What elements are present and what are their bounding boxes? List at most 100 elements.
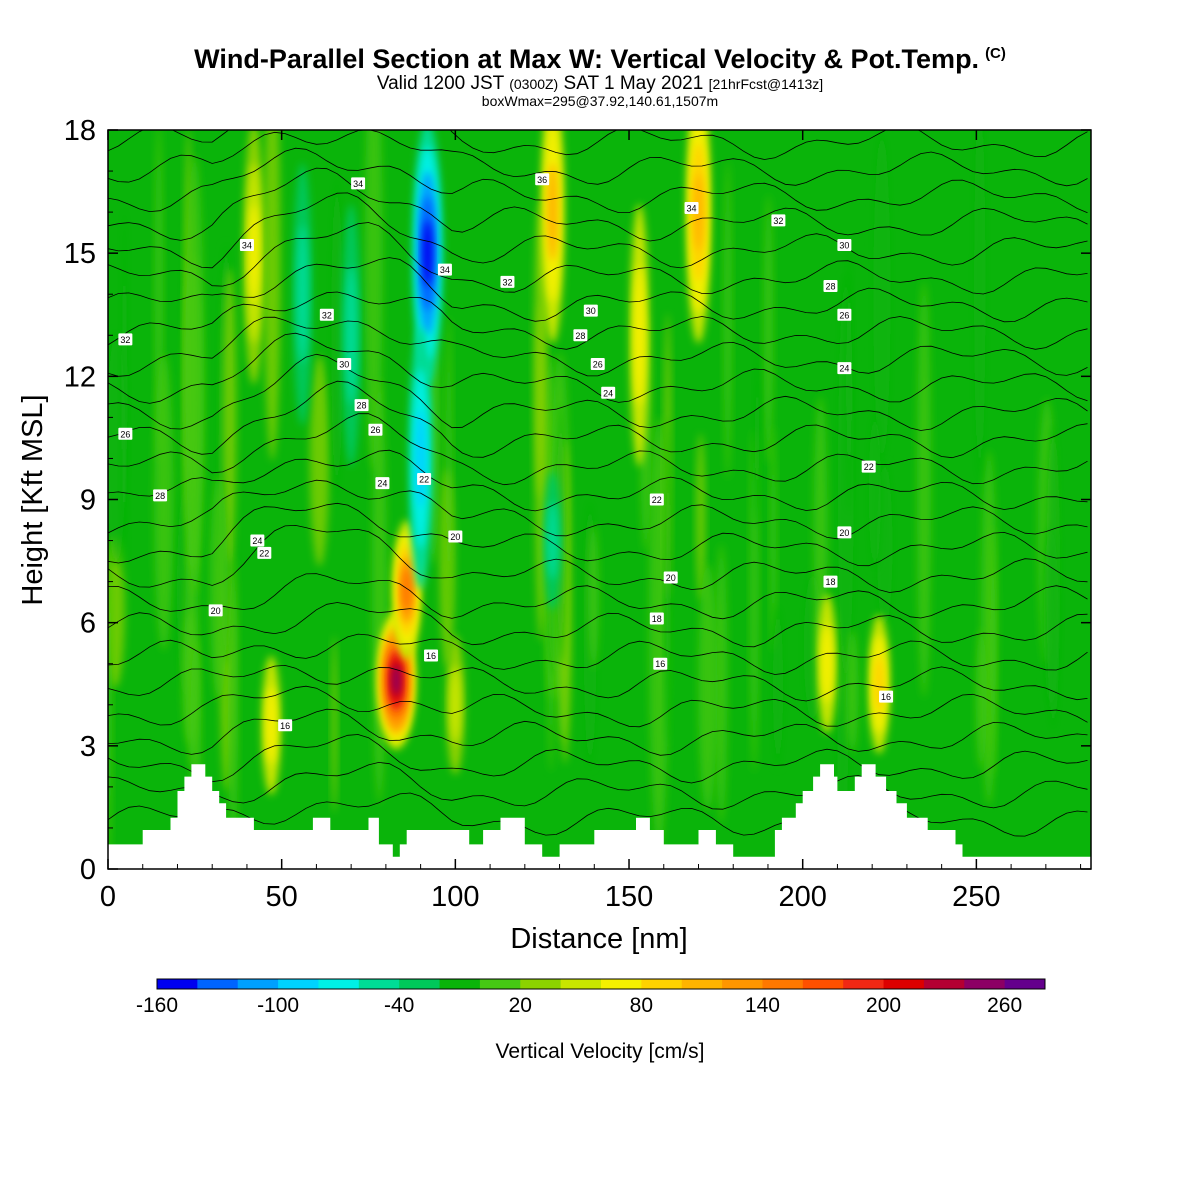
forecast-info: [21hrFcst@1413z] [708,76,824,92]
svg-text:16: 16 [280,721,290,731]
velocity-band [185,154,204,594]
valid-utc: (0300Z) [509,76,559,92]
velocity-feature [422,220,433,286]
velocity-feature [296,224,309,364]
theta-contour [108,380,1088,459]
velocity-band [698,563,718,811]
svg-text:24: 24 [252,536,262,546]
theta-label: 16 [424,649,439,662]
velocity-feature [547,163,558,262]
theta-label: 32 [118,333,133,346]
valid-time-line: Valid 1200 JST (0300Z) SAT 1 May 2021 [2… [0,73,1200,95]
svg-text:28: 28 [357,401,367,411]
colorbar-segment [1004,979,1046,989]
theta-contour [108,222,1088,295]
theta-label: 22 [649,493,664,506]
svg-text:20: 20 [450,532,460,542]
theta-contour [108,332,1088,404]
theta-label: 16 [879,690,894,703]
theta-contour [108,257,1088,323]
svg-text:16: 16 [426,651,436,661]
x-tick-label: 50 [266,881,298,913]
copyright-mark: (C) [985,45,1006,62]
theta-label: 24 [375,477,390,490]
colorbar-segment [278,979,319,989]
svg-text:28: 28 [575,331,585,341]
theta-label: 18 [823,575,838,588]
velocity-band [445,316,453,617]
svg-text:30: 30 [839,240,849,250]
theta-label: 20 [663,571,678,584]
svg-text:22: 22 [259,548,269,558]
colorbar-segment [923,979,965,989]
colorbar-segment [641,979,683,989]
colorbar-segment [560,979,602,989]
velocity-band [917,280,932,698]
theta-contour [108,130,1088,187]
theta-label: 34 [437,263,452,276]
theta-label: 24 [837,362,852,375]
velocity-feature [345,265,357,405]
colorbar-segment [762,979,804,989]
y-tick-label: 0 [80,854,96,886]
svg-text:34: 34 [687,204,697,214]
svg-text:32: 32 [120,335,130,345]
theta-contour [108,573,1088,620]
velocity-band [535,303,547,642]
colorbar-segment [681,979,723,989]
svg-text:24: 24 [377,479,387,489]
y-tick-label: 3 [80,731,96,763]
svg-text:16: 16 [655,659,665,669]
svg-text:18: 18 [652,614,662,624]
velocity-band [696,433,706,601]
x-tick-label: 200 [779,881,827,913]
theta-label: 26 [118,427,133,440]
velocity-band [1046,425,1061,732]
svg-text:16: 16 [881,692,891,702]
theta-label: 24 [250,534,265,547]
svg-text:34: 34 [353,179,363,189]
theta-label: 30 [583,304,598,317]
velocity-band [309,355,330,567]
velocity-band [210,473,228,700]
theta-contour [108,291,1088,350]
theta-label: 20 [208,604,223,617]
x-tick-label: 250 [952,881,1000,913]
theta-contour [108,664,1088,702]
colorbar-tick-label: -40 [384,994,414,1017]
theta-contour [108,316,1088,377]
chart-title-text: Wind-Parallel Section at Max W: Vertical… [194,44,980,74]
svg-text:20: 20 [666,573,676,583]
velocity-band [331,176,343,497]
theta-label: 26 [837,308,852,321]
x-axis: 0 50 100 150 200 250 [100,130,1082,913]
colorbar-segment [520,979,562,989]
svg-text:36: 36 [537,175,547,185]
theta-label: 36 [535,173,550,186]
velocity-band [120,206,129,582]
velocity-band [228,557,239,858]
velocity-feature [392,664,401,696]
terrain [108,764,1091,869]
svg-text:32: 32 [322,310,332,320]
theta-label: 16 [278,719,293,732]
theta-labels: 34 34 34 36 34 32 32 32 32 30 30 30 28 28 28 26 26 26 26 24… [118,173,894,732]
velocity-band [763,194,774,465]
colorbar-segment [237,979,279,989]
theta-label: 20 [448,530,463,543]
theta-contour [108,449,1088,512]
theta-contour [108,734,1088,784]
valid-date: SAT 1 May 2021 [563,73,704,94]
velocity-feature [547,501,558,580]
y-tick-label: 15 [64,238,96,270]
velocity-band [588,524,600,669]
theta-label: 22 [861,460,876,473]
colorbar-segment [722,979,763,989]
velocity-feature [633,265,646,405]
theta-label: 28 [573,329,588,342]
velocity-feature [402,569,412,611]
theta-label: 28 [823,280,838,293]
y-tick-label: 18 [64,115,96,147]
